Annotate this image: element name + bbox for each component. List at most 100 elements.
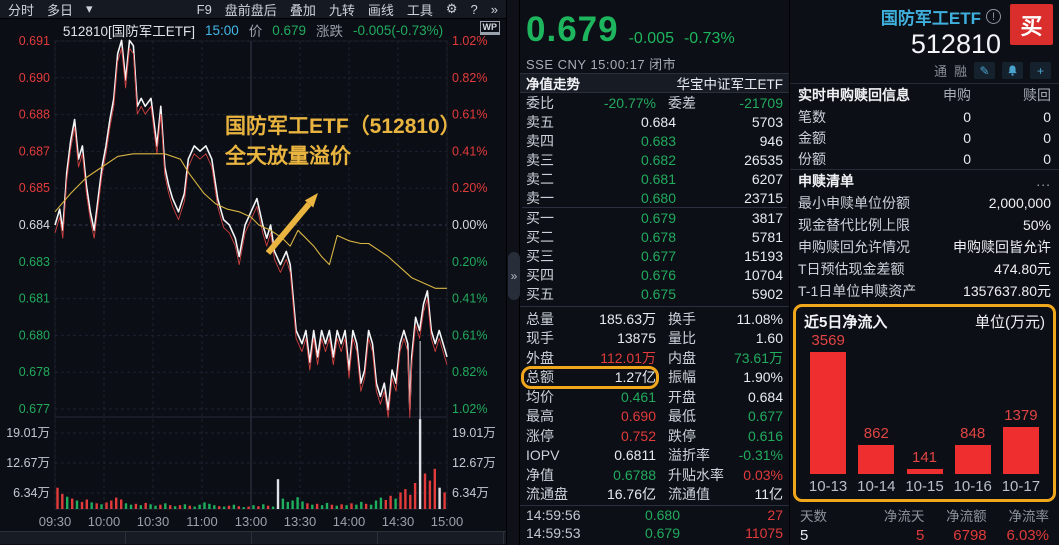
bid-level-4-label: 买四 xyxy=(526,266,554,283)
volume-bar xyxy=(399,492,402,509)
net-inflow-dates: 10-13 10-14 10-15 10-16 10-17 xyxy=(804,474,1045,498)
tick-price: 0.680 xyxy=(644,507,681,523)
net-inflow-footer: 天数 净流天 净流额 净流率 5 5 6798 6.03% xyxy=(790,502,1059,544)
edit-icon[interactable]: ✎ xyxy=(974,62,995,79)
bid-level-4[interactable]: 买四 0.676 10704 xyxy=(520,265,789,284)
plus-icon[interactable]: + xyxy=(1030,62,1051,79)
stats-block: 总量 185.63万 换手 11.08% 现手 13875 量比 1.60 外盘 112.01万内… xyxy=(520,306,789,446)
stat-label-2: 开盘 xyxy=(668,388,696,405)
y-left-label: 0.681 xyxy=(19,292,50,306)
tab-underlying-index[interactable]: 华宝中证军工ETF xyxy=(676,77,784,92)
flow-date-10-16: 10-16 xyxy=(953,477,992,495)
ask-level-4[interactable]: 卖四 0.683 946 xyxy=(520,131,789,150)
volume-bar xyxy=(95,503,98,509)
toolbar-item-r7[interactable]: ? xyxy=(470,1,478,17)
redeem-list-label: 最小申赎单位份额 xyxy=(798,195,910,211)
toolbar-item-r4[interactable]: 画线 xyxy=(367,2,394,18)
bid-level-1[interactable]: 买一 0.679 3817 xyxy=(520,208,789,227)
redeem-list-value: 2,000,000 xyxy=(988,195,1051,211)
volume-bar xyxy=(296,497,299,509)
volume-bar xyxy=(213,505,216,509)
volume-bar xyxy=(154,505,157,509)
stat-value-2: 0.616 xyxy=(747,427,783,444)
flow-footer-header-1: 净流天 xyxy=(883,509,925,524)
subscribe-col-redeem: 赎回 xyxy=(1023,87,1051,103)
toolbar-item-r3[interactable]: 九转 xyxy=(328,2,355,18)
toolbar-item-r2[interactable]: 叠加 xyxy=(289,2,316,18)
time-tick-09:30: 09:30 xyxy=(38,514,72,529)
bottom-strip xyxy=(0,531,506,544)
subscribe-redeem-value: 0 xyxy=(1043,150,1051,167)
commission-diff-label: 委差 xyxy=(668,94,696,111)
bid-level-5-volume: 5902 xyxy=(751,285,783,302)
subscribe-row-label: 笔数 xyxy=(798,108,826,125)
toolbar-item-1[interactable]: 多日 xyxy=(47,2,74,18)
time-tick-10:30: 10:30 xyxy=(136,514,170,529)
stat-label-1: 外盘 xyxy=(526,349,554,366)
iopv-row-0: IOPV 0.6811 溢折率 -0.31% xyxy=(520,446,789,466)
toolbar-item-0[interactable]: 分时 xyxy=(8,2,35,18)
bid-level-2[interactable]: 买二 0.678 5781 xyxy=(520,227,789,246)
ask-level-3-price: 0.682 xyxy=(640,151,676,168)
flow-bar-value: 862 xyxy=(863,425,889,442)
stat-row-2: 外盘 112.01万 内盘 73.61万 xyxy=(520,348,789,368)
toolbar-item-2[interactable]: ▾ xyxy=(86,1,93,16)
time-tick-14:30: 14:30 xyxy=(381,514,415,529)
toolbar-item-r0[interactable]: F9 xyxy=(196,1,212,17)
buy-button[interactable]: 买 xyxy=(1010,4,1053,45)
redeem-list-row-2: 申购赎回允许情况 申购赎回皆允许 xyxy=(790,236,1059,258)
iopv-label-1: 净值 xyxy=(526,466,554,483)
stat-label-2: 换手 xyxy=(668,310,696,327)
volume-bar xyxy=(271,506,275,509)
toolbar: 分时 多日 ▾ F9 盘前盘后 叠加 九转 画线 工具 ⚙? » xyxy=(0,0,506,19)
ask-level-5[interactable]: 卖五 0.684 5703 xyxy=(520,112,789,131)
volume-bar xyxy=(423,473,427,509)
more-ellipsis[interactable]: ... xyxy=(1036,173,1051,189)
stat-label-1: 均价 xyxy=(526,388,554,405)
volume-bar xyxy=(188,505,191,509)
volume-bar xyxy=(90,502,93,509)
volume-bar xyxy=(257,506,260,509)
ask-level-1[interactable]: 卖一 0.680 23715 xyxy=(520,188,789,207)
volume-bar xyxy=(340,504,343,509)
iopv-row-2: 流通盘 16.76亿 流通值 11亿 xyxy=(520,485,789,505)
volume-bar xyxy=(262,504,265,509)
ask-level-2[interactable]: 卖二 0.681 6207 xyxy=(520,169,789,188)
volume-bar xyxy=(418,419,422,509)
ask-level-3-volume: 26535 xyxy=(744,151,783,168)
time-axis: 09:30 10:00 10:30 11:00 13:00 13:30 14:00 14:30… xyxy=(0,513,506,531)
stat-value-2: 11.08% xyxy=(736,310,783,327)
bid-level-3-label: 买三 xyxy=(526,247,554,264)
redeem-list-label: T-1日单位申赎资产 xyxy=(798,283,917,299)
ask-level-2-price: 0.681 xyxy=(640,170,676,187)
stat-label-2: 振幅 xyxy=(668,369,696,386)
volume-bar xyxy=(369,504,373,509)
subscribe-redeem-value: 0 xyxy=(1043,108,1051,125)
redeem-list-title: 申赎清单 xyxy=(798,173,854,189)
orderbook-divider xyxy=(522,207,787,208)
info-icon[interactable]: ! xyxy=(986,9,1001,24)
toolbar-item-r5[interactable]: 工具 xyxy=(406,2,433,18)
tick-qty: 11075 xyxy=(745,525,783,541)
tick-list[interactable]: 14:59:56 0.680 27 14:59:53 0.679 11075 xyxy=(520,505,789,545)
tick-row-0[interactable]: 14:59:56 0.680 27 xyxy=(520,506,789,524)
subscribe-section: 实时申购赎回信息 申购 赎回 笔数 0 0 金额 0 0 份额 0 0 xyxy=(790,83,1059,169)
intraday-chart[interactable]: 0.691 1.02% 0.690 0.82% 0.688 0.61% 0.687 0.41%… xyxy=(0,34,506,513)
toolbar-item-r8[interactable]: » xyxy=(490,1,498,17)
ask-level-3[interactable]: 卖三 0.682 26535 xyxy=(520,150,789,169)
toolbar-item-r1[interactable]: 盘前盘后 xyxy=(224,2,277,18)
tick-row-1[interactable]: 14:59:53 0.679 11075 xyxy=(520,524,789,542)
volume-bar xyxy=(227,505,231,509)
bid-level-5[interactable]: 买五 0.675 5902 xyxy=(520,284,789,303)
bid-level-3[interactable]: 买三 0.677 15193 xyxy=(520,246,789,265)
stat-label-2: 最低 xyxy=(668,408,696,425)
time-tick-14:00: 14:00 xyxy=(332,514,366,529)
expand-panel-handle[interactable]: » xyxy=(508,252,520,300)
toolbar-item-r6[interactable]: ⚙ xyxy=(445,1,458,16)
tab-nav-trend[interactable]: 净值走势 xyxy=(526,77,580,92)
price-value: 0.679 xyxy=(272,22,307,38)
bell-icon[interactable] xyxy=(1002,62,1023,79)
ask-level-5-label: 卖五 xyxy=(526,113,554,130)
wp-badge[interactable]: WP xyxy=(479,21,500,35)
iopv-block: IOPV 0.6811 溢折率 -0.31% 净值 0.6788 升贴水率 0.03% 流通盘 1… xyxy=(520,446,789,505)
